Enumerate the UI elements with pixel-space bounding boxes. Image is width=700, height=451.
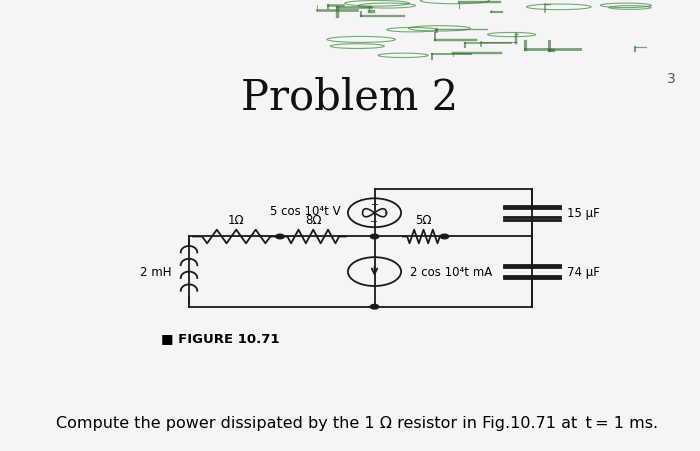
- Text: 74 μF: 74 μF: [567, 266, 600, 278]
- Circle shape: [370, 235, 379, 239]
- Text: ■ FIGURE 10.71: ■ FIGURE 10.71: [161, 331, 279, 345]
- Text: 15 μF: 15 μF: [567, 207, 600, 220]
- Text: 5Ω: 5Ω: [415, 213, 432, 226]
- Text: 8Ω: 8Ω: [305, 213, 321, 226]
- Circle shape: [276, 235, 284, 239]
- Circle shape: [370, 305, 379, 309]
- Text: 1Ω: 1Ω: [228, 213, 244, 226]
- Text: Compute the power dissipated by the 1 Ω resistor in Fig.10.71 at  t = 1 ms.: Compute the power dissipated by the 1 Ω …: [56, 415, 658, 430]
- Text: Problem 2: Problem 2: [241, 76, 458, 118]
- Text: 3: 3: [666, 71, 676, 85]
- Text: −: −: [370, 217, 379, 227]
- Text: 5 cos 10⁴t V: 5 cos 10⁴t V: [270, 205, 341, 218]
- Circle shape: [440, 235, 449, 239]
- Text: +: +: [370, 200, 379, 210]
- Text: 2 cos 10⁴t mA: 2 cos 10⁴t mA: [410, 266, 492, 278]
- Text: 2 mH: 2 mH: [140, 266, 172, 278]
